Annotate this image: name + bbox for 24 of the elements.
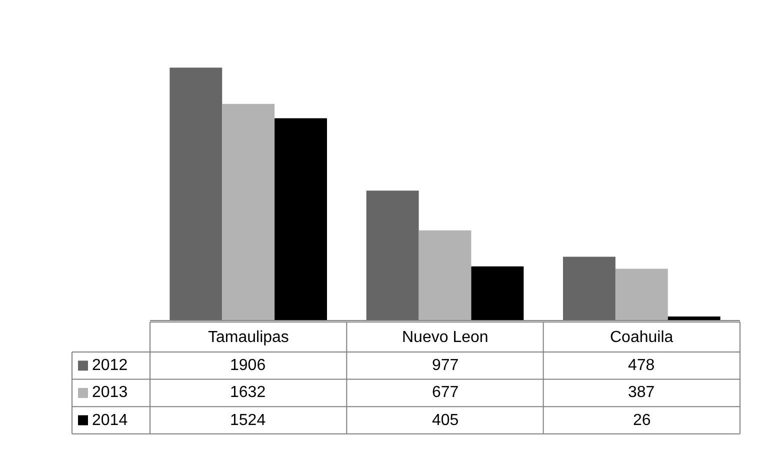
data-label: 405 [432,412,459,429]
bar [668,316,720,320]
data-label: 26 [633,412,651,429]
bar [471,266,524,320]
x-tick-label: Tamaulipas [208,329,289,346]
data-label: 677 [432,384,459,401]
legend-label: 2013 [92,384,128,401]
data-label: 1906 [230,357,266,374]
bar [274,118,327,320]
bar [615,268,668,320]
bar [170,68,222,320]
data-label: 977 [432,357,459,374]
data-label: 387 [628,384,655,401]
legend-label: 2012 [92,357,128,374]
bar [418,230,472,320]
bar [222,104,275,320]
x-tick-label: Coahuila [610,329,674,346]
data-label: 1632 [230,384,266,401]
x-tick-label: Nuevo Leon [402,329,488,346]
legend-label: 2014 [92,412,128,429]
bar [563,256,616,320]
data-label: 478 [628,357,655,374]
bar [366,190,419,320]
data-label: 1524 [230,412,266,429]
